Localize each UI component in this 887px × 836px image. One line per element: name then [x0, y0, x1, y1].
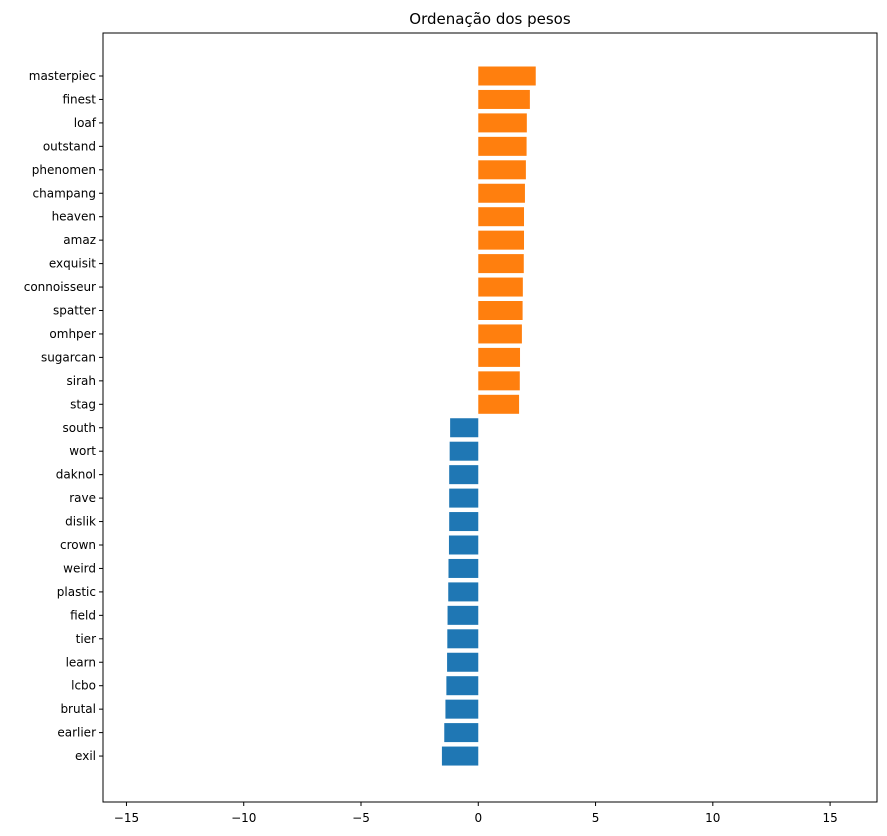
category-label-rave: rave: [69, 491, 96, 505]
category-label-tier: tier: [76, 632, 96, 646]
bar-dislik: [449, 512, 479, 532]
x-tick-label: 5: [592, 811, 600, 825]
bar-learn: [447, 652, 479, 672]
x-tick-label: 0: [474, 811, 482, 825]
bar-weird: [448, 558, 479, 578]
bar-stag: [478, 394, 520, 414]
category-label-plastic: plastic: [57, 585, 96, 599]
category-label-champang: champang: [33, 186, 96, 200]
category-label-loaf: loaf: [74, 116, 97, 130]
category-labels: masterpiec finest loaf outstand phenomen cham…: [24, 69, 103, 763]
category-label-omhper: omhper: [49, 327, 96, 341]
bar-phenomen: [478, 160, 526, 180]
category-label-connoisseur: connoisseur: [24, 280, 96, 294]
category-label-sirah: sirah: [67, 374, 96, 388]
bar-sugarcan: [478, 347, 521, 367]
bar-amaz: [478, 230, 525, 250]
category-label-daknol: daknol: [56, 468, 96, 482]
bar-heaven: [478, 207, 525, 227]
bar-omhper: [478, 324, 522, 344]
category-label-spatter: spatter: [53, 304, 96, 318]
bar-loaf: [478, 113, 527, 133]
bar-rave: [449, 488, 479, 508]
category-label-exquisit: exquisit: [49, 257, 96, 271]
category-label-earlier: earlier: [57, 726, 96, 740]
category-label-crown: crown: [60, 538, 96, 552]
category-label-south: south: [62, 421, 96, 435]
bar-connoisseur: [478, 277, 523, 297]
category-label-sugarcan: sugarcan: [41, 350, 96, 364]
category-label-finest: finest: [62, 92, 96, 106]
category-label-brutal: brutal: [60, 702, 96, 716]
category-label-outstand: outstand: [43, 139, 96, 153]
bar-south: [450, 418, 479, 438]
x-tick-label: −15: [114, 811, 139, 825]
bar-exquisit: [478, 254, 524, 274]
bar-crown: [448, 535, 479, 555]
category-label-wort: wort: [69, 444, 96, 458]
category-label-heaven: heaven: [52, 210, 96, 224]
category-label-masterpiec: masterpiec: [29, 69, 96, 83]
category-label-amaz: amaz: [63, 233, 96, 247]
bar-outstand: [478, 136, 527, 156]
category-label-lcbo: lcbo: [71, 679, 96, 693]
bar-masterpiec: [478, 66, 536, 86]
bar-sirah: [478, 371, 520, 391]
bars-group: [441, 66, 536, 766]
bar-wort: [449, 441, 479, 461]
bar-exil: [441, 746, 479, 766]
category-label-stag: stag: [70, 397, 96, 411]
chart-title: Ordenação dos pesos: [409, 10, 571, 28]
bar-field: [447, 605, 479, 625]
x-tick-label: 15: [822, 811, 837, 825]
bar-daknol: [449, 465, 479, 485]
x-tick-label: −5: [352, 811, 370, 825]
bar-brutal: [445, 699, 479, 719]
bar-finest: [478, 89, 530, 109]
category-label-weird: weird: [63, 561, 96, 575]
x-axis-ticks: −15 −10 −5 0 5 10 15: [114, 802, 838, 825]
category-label-dislik: dislik: [65, 515, 96, 529]
category-label-phenomen: phenomen: [32, 163, 96, 177]
category-label-learn: learn: [66, 655, 96, 669]
bar-tier: [447, 629, 479, 649]
x-tick-label: 10: [705, 811, 720, 825]
bar-earlier: [444, 723, 479, 743]
category-label-exil: exil: [75, 749, 96, 763]
x-tick-label: −10: [231, 811, 256, 825]
bar-lcbo: [446, 676, 479, 696]
bar-plastic: [448, 582, 479, 602]
plot-frame: [102, 32, 878, 803]
category-label-field: field: [70, 608, 96, 622]
bar-spatter: [478, 301, 523, 320]
bar-champang: [478, 183, 525, 203]
